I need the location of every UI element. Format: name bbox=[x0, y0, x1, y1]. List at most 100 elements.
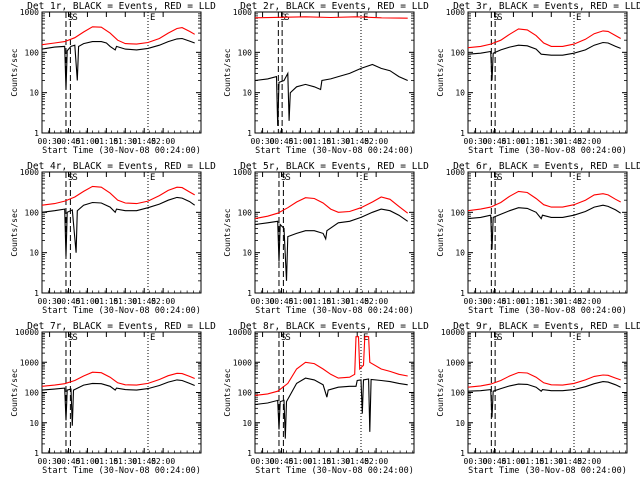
plot-frame bbox=[41, 11, 202, 134]
lld-series-line bbox=[41, 371, 195, 387]
y-tick-label: 10 bbox=[455, 419, 465, 428]
y-tick-label: 1 bbox=[247, 129, 252, 138]
x-tick-label: 01:30 bbox=[326, 457, 350, 466]
x-tick-label: 01:15 bbox=[520, 137, 544, 146]
y-tick-label: 1000 bbox=[446, 8, 465, 17]
detector-panel-2: Det 2r, BLACK = Events, RED = LLD 1 10 100 1… bbox=[223, 1, 429, 156]
y-tick-label: 1 bbox=[460, 129, 465, 138]
x-tick-label: 00:30 bbox=[38, 137, 62, 146]
x-tick-label: 01:00 bbox=[288, 297, 312, 306]
y-tick-label: 1000 bbox=[446, 358, 465, 367]
panel-title: Det 7r, BLACK = Events, RED = LLD bbox=[27, 321, 216, 332]
events-series-line bbox=[254, 208, 409, 281]
detector-panel-9: Det 9r, BLACK = Events, RED = LLD 1 10 100 1… bbox=[436, 321, 640, 476]
x-tick-label: 00:30 bbox=[38, 457, 62, 466]
plot-frame bbox=[467, 11, 628, 134]
x-axis-label: Start Time (30-Nov-08 00:24:00) bbox=[42, 146, 201, 156]
x-tick-label: 01:45 bbox=[132, 457, 156, 466]
y-tick-label: 1 bbox=[34, 289, 39, 298]
x-tick-label: 00:30 bbox=[38, 297, 62, 306]
x-tick-label: 01:00 bbox=[288, 457, 312, 466]
x-tick-label: 01:30 bbox=[539, 457, 563, 466]
y-axis-label: Counts/sec bbox=[436, 48, 445, 96]
x-tick-label: 00:30 bbox=[464, 297, 488, 306]
panel-title: Det 8r, BLACK = Events, RED = LLD bbox=[240, 321, 429, 332]
plot-frame bbox=[254, 11, 415, 134]
lld-series-line bbox=[467, 190, 621, 212]
panel-title: Det 9r, BLACK = Events, RED = LLD bbox=[453, 321, 640, 332]
x-axis-label: Start Time (30-Nov-08 00:24:00) bbox=[468, 306, 627, 316]
x-tick-label: 01:45 bbox=[132, 137, 156, 146]
x-tick-label: 00:45 bbox=[269, 457, 293, 466]
x-tick-label: 01:00 bbox=[75, 457, 99, 466]
x-tick-label: 01:30 bbox=[113, 137, 137, 146]
y-tick-label: 10 bbox=[29, 419, 39, 428]
x-tick-label: 01:45 bbox=[132, 297, 156, 306]
y-tick-label: 1 bbox=[247, 289, 252, 298]
x-tick-label: 01:30 bbox=[113, 457, 137, 466]
x-tick-label: 00:45 bbox=[56, 457, 80, 466]
detector-panel-1: Det 1r, BLACK = Events, RED = LLD 1 10 100 1… bbox=[10, 1, 216, 156]
x-tick-label: 01:15 bbox=[307, 137, 331, 146]
x-axis-label: Start Time (30-Nov-08 00:24:00) bbox=[255, 306, 414, 316]
y-axis-label: Counts/sec bbox=[10, 48, 19, 96]
y-tick-label: 10000 bbox=[15, 328, 39, 337]
panel-title: Det 6r, BLACK = Events, RED = LLD bbox=[453, 161, 640, 172]
x-axis-label: Start Time (30-Nov-08 00:24:00) bbox=[255, 466, 414, 476]
x-tick-label: 01:15 bbox=[307, 457, 331, 466]
x-tick-label: 00:30 bbox=[251, 137, 275, 146]
y-tick-label: 10 bbox=[29, 89, 39, 98]
y-tick-label: 1 bbox=[460, 449, 465, 458]
lld-series-line bbox=[254, 16, 408, 19]
y-axis-label: Counts/sec bbox=[10, 208, 19, 256]
x-tick-label: 01:00 bbox=[75, 137, 99, 146]
y-tick-label: 100 bbox=[25, 389, 40, 398]
x-tick-label: 00:30 bbox=[251, 297, 275, 306]
y-tick-label: 1000 bbox=[446, 168, 465, 177]
lld-series-line bbox=[254, 196, 409, 220]
x-tick-label: 01:45 bbox=[345, 137, 369, 146]
x-tick-label: 01:15 bbox=[520, 297, 544, 306]
event-marker-label: S bbox=[493, 13, 498, 23]
event-marker-label: S bbox=[72, 173, 77, 183]
x-tick-label: 01:45 bbox=[345, 297, 369, 306]
plot-frame bbox=[467, 331, 628, 454]
x-tick-label: 02:00 bbox=[577, 137, 601, 146]
detector-panel-8: Det 8r, BLACK = Events, RED = LLD 1 10 100 1… bbox=[223, 321, 429, 476]
y-tick-label: 10 bbox=[455, 249, 465, 258]
x-tick-label: 01:15 bbox=[94, 297, 118, 306]
event-marker-label: E bbox=[576, 173, 581, 183]
event-marker-label: S bbox=[493, 173, 498, 183]
y-axis-label: Counts/sec bbox=[223, 48, 232, 96]
event-marker-label: E bbox=[363, 173, 368, 183]
x-axis-label: Start Time (30-Nov-08 00:24:00) bbox=[468, 466, 627, 476]
x-tick-label: 01:45 bbox=[345, 457, 369, 466]
y-tick-label: 10000 bbox=[441, 328, 465, 337]
detector-panel-4: Det 4r, BLACK = Events, RED = LLD 1 10 100 1… bbox=[10, 161, 216, 316]
x-tick-label: 01:30 bbox=[326, 297, 350, 306]
y-axis-label: Counts/sec bbox=[436, 208, 445, 256]
x-axis-label: Start Time (30-Nov-08 00:24:00) bbox=[468, 146, 627, 156]
y-tick-label: 1 bbox=[34, 129, 39, 138]
event-marker-label: S bbox=[497, 13, 502, 23]
x-tick-label: 00:45 bbox=[56, 297, 80, 306]
x-tick-label: 01:45 bbox=[558, 137, 582, 146]
y-tick-label: 100 bbox=[25, 208, 40, 217]
y-tick-label: 100 bbox=[25, 48, 40, 57]
detector-panel-7: Det 7r, BLACK = Events, RED = LLD 1 10 100 1… bbox=[10, 321, 216, 476]
x-tick-label: 02:00 bbox=[364, 297, 388, 306]
event-marker-label: S bbox=[72, 13, 77, 23]
lld-series-line bbox=[467, 28, 621, 49]
y-tick-label: 100 bbox=[451, 389, 466, 398]
y-tick-label: 1000 bbox=[233, 168, 252, 177]
x-axis-label: Start Time (30-Nov-08 00:24:00) bbox=[42, 466, 201, 476]
x-tick-label: 01:15 bbox=[520, 457, 544, 466]
event-marker-label: E bbox=[150, 333, 155, 343]
y-tick-label: 10000 bbox=[228, 328, 252, 337]
x-tick-label: 00:45 bbox=[56, 137, 80, 146]
events-series-line bbox=[41, 379, 195, 426]
y-tick-label: 100 bbox=[451, 48, 466, 57]
event-marker-label: S bbox=[72, 333, 77, 343]
y-tick-label: 1000 bbox=[233, 8, 252, 17]
